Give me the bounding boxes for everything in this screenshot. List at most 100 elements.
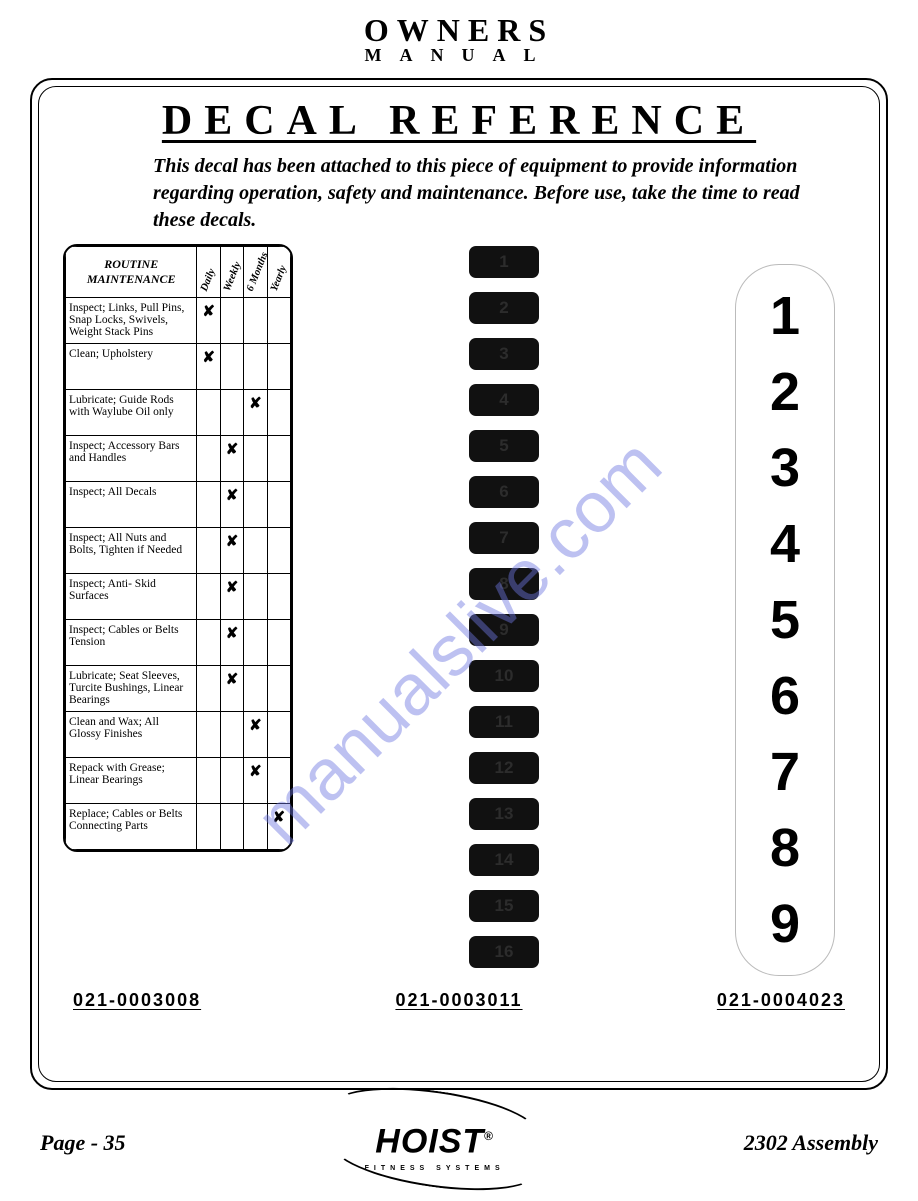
maintenance-mark xyxy=(267,665,290,711)
weight-plate: 12 xyxy=(469,752,539,784)
maintenance-row: Lubricate; Seat Sleeves, Turcite Bushing… xyxy=(66,665,291,711)
position-number: 1 xyxy=(770,289,800,343)
weight-plate: 14 xyxy=(469,844,539,876)
maintenance-mark xyxy=(197,665,220,711)
maintenance-task: Inspect; All Decals xyxy=(66,481,197,527)
maintenance-mark xyxy=(197,527,220,573)
maintenance-mark xyxy=(244,481,267,527)
position-number: 9 xyxy=(770,897,800,951)
weight-plate: 9 xyxy=(469,614,539,646)
maintenance-task: Replace; Cables or Belts Connecting Part… xyxy=(66,803,197,849)
maintenance-mark xyxy=(244,803,267,849)
maintenance-mark xyxy=(267,481,290,527)
number-decal: 123456789 xyxy=(735,264,835,976)
weight-stack-decal: 12345678910111213141516 xyxy=(399,244,609,968)
owners-title: OWNERS xyxy=(0,14,918,46)
page-number: Page - 35 xyxy=(40,1130,126,1156)
maintenance-mark xyxy=(197,435,220,481)
maintenance-task: Inspect; Accessory Bars and Handles xyxy=(66,435,197,481)
number-decal-wrap: 123456789 xyxy=(715,244,855,976)
weight-plate: 3 xyxy=(469,338,539,370)
maintenance-mark: ✘ xyxy=(220,435,243,481)
maintenance-mark xyxy=(267,711,290,757)
maintenance-task: Inspect; Cables or Belts Tension xyxy=(66,619,197,665)
manual-subtitle: MANUAL xyxy=(0,46,918,66)
maintenance-mark xyxy=(197,711,220,757)
maintenance-mark: ✘ xyxy=(220,665,243,711)
maintenance-decal: ROUTINE MAINTENANCE Daily Weekly 6 Month… xyxy=(63,244,293,852)
content-row: ROUTINE MAINTENANCE Daily Weekly 6 Month… xyxy=(63,244,855,976)
maintenance-mark xyxy=(197,573,220,619)
maintenance-mark: ✘ xyxy=(220,619,243,665)
maintenance-task: Clean; Upholstery xyxy=(66,343,197,389)
maintenance-task-header: ROUTINE MAINTENANCE xyxy=(66,246,197,297)
intro-text: This decal has been attached to this pie… xyxy=(153,153,815,234)
col-yearly: Yearly xyxy=(267,246,290,297)
maintenance-row: Inspect; Cables or Belts Tension ✘ xyxy=(66,619,291,665)
maintenance-mark xyxy=(267,297,290,343)
col-daily: Daily xyxy=(197,246,220,297)
maintenance-mark: ✘ xyxy=(220,481,243,527)
maintenance-mark: ✘ xyxy=(220,527,243,573)
col-weekly: Weekly xyxy=(220,246,243,297)
maintenance-mark xyxy=(220,803,243,849)
maintenance-mark xyxy=(244,343,267,389)
part-number: 021-0004023 xyxy=(717,990,845,1011)
position-number: 5 xyxy=(770,593,800,647)
maintenance-mark xyxy=(244,573,267,619)
maintenance-mark xyxy=(197,803,220,849)
maintenance-mark xyxy=(244,665,267,711)
weight-plate: 4 xyxy=(469,384,539,416)
maintenance-mark: ✘ xyxy=(244,757,267,803)
maintenance-mark xyxy=(267,757,290,803)
maintenance-row: Repack with Grease; Linear Bearings ✘ xyxy=(66,757,291,803)
maintenance-row: Lubricate; Guide Rods with Waylube Oil o… xyxy=(66,389,291,435)
weight-plate: 10 xyxy=(469,660,539,692)
maintenance-task: Inspect; Links, Pull Pins, Snap Locks, S… xyxy=(66,297,197,343)
maintenance-task: Repack with Grease; Linear Bearings xyxy=(66,757,197,803)
maintenance-mark xyxy=(267,527,290,573)
maintenance-mark xyxy=(267,573,290,619)
maintenance-mark xyxy=(220,389,243,435)
maintenance-row: Inspect; All Nuts and Bolts, Tighten if … xyxy=(66,527,291,573)
col-6months: 6 Months xyxy=(244,246,267,297)
part-number: 021-0003011 xyxy=(395,990,522,1011)
position-number: 7 xyxy=(770,745,800,799)
maintenance-mark xyxy=(220,343,243,389)
position-number: 3 xyxy=(770,441,800,495)
weight-plate: 2 xyxy=(469,292,539,324)
maintenance-task: Lubricate; Guide Rods with Waylube Oil o… xyxy=(66,389,197,435)
weight-plate: 16 xyxy=(469,936,539,968)
weight-plate: 11 xyxy=(469,706,539,738)
maintenance-mark: ✘ xyxy=(197,297,220,343)
maintenance-mark xyxy=(197,757,220,803)
maintenance-mark: ✘ xyxy=(197,343,220,389)
position-number: 8 xyxy=(770,821,800,875)
maintenance-mark xyxy=(244,435,267,481)
maintenance-mark: ✘ xyxy=(244,389,267,435)
position-number: 6 xyxy=(770,669,800,723)
position-number: 4 xyxy=(770,517,800,571)
maintenance-row: Clean; Upholstery✘ xyxy=(66,343,291,389)
weight-plate: 5 xyxy=(469,430,539,462)
page-header: OWNERS MANUAL xyxy=(0,0,918,66)
maintenance-mark xyxy=(267,619,290,665)
page-footer: Page - 35 HOIST® FITNESS SYSTEMS 2302 As… xyxy=(0,1113,918,1172)
weight-plate: 15 xyxy=(469,890,539,922)
maintenance-table: ROUTINE MAINTENANCE Daily Weekly 6 Month… xyxy=(65,246,291,850)
maintenance-row: Inspect; Accessory Bars and Handles ✘ xyxy=(66,435,291,481)
maintenance-task: Clean and Wax; All Glossy Finishes xyxy=(66,711,197,757)
maintenance-mark xyxy=(220,711,243,757)
maintenance-task: Inspect; All Nuts and Bolts, Tighten if … xyxy=(66,527,197,573)
section-title: DECAL REFERENCE xyxy=(63,97,855,145)
brand-logo: HOIST® FITNESS SYSTEMS xyxy=(330,1113,540,1172)
assembly-label: 2302 Assembly xyxy=(744,1130,878,1156)
maintenance-mark: ✘ xyxy=(220,573,243,619)
part-numbers-row: 021-0003008 021-0003011 021-0004023 xyxy=(73,990,845,1011)
maintenance-mark: ✘ xyxy=(244,711,267,757)
weight-plate: 1 xyxy=(469,246,539,278)
maintenance-row: Inspect; Links, Pull Pins, Snap Locks, S… xyxy=(66,297,291,343)
maintenance-mark xyxy=(267,435,290,481)
maintenance-task: Inspect; Anti- Skid Surfaces xyxy=(66,573,197,619)
maintenance-row: Clean and Wax; All Glossy Finishes ✘ xyxy=(66,711,291,757)
